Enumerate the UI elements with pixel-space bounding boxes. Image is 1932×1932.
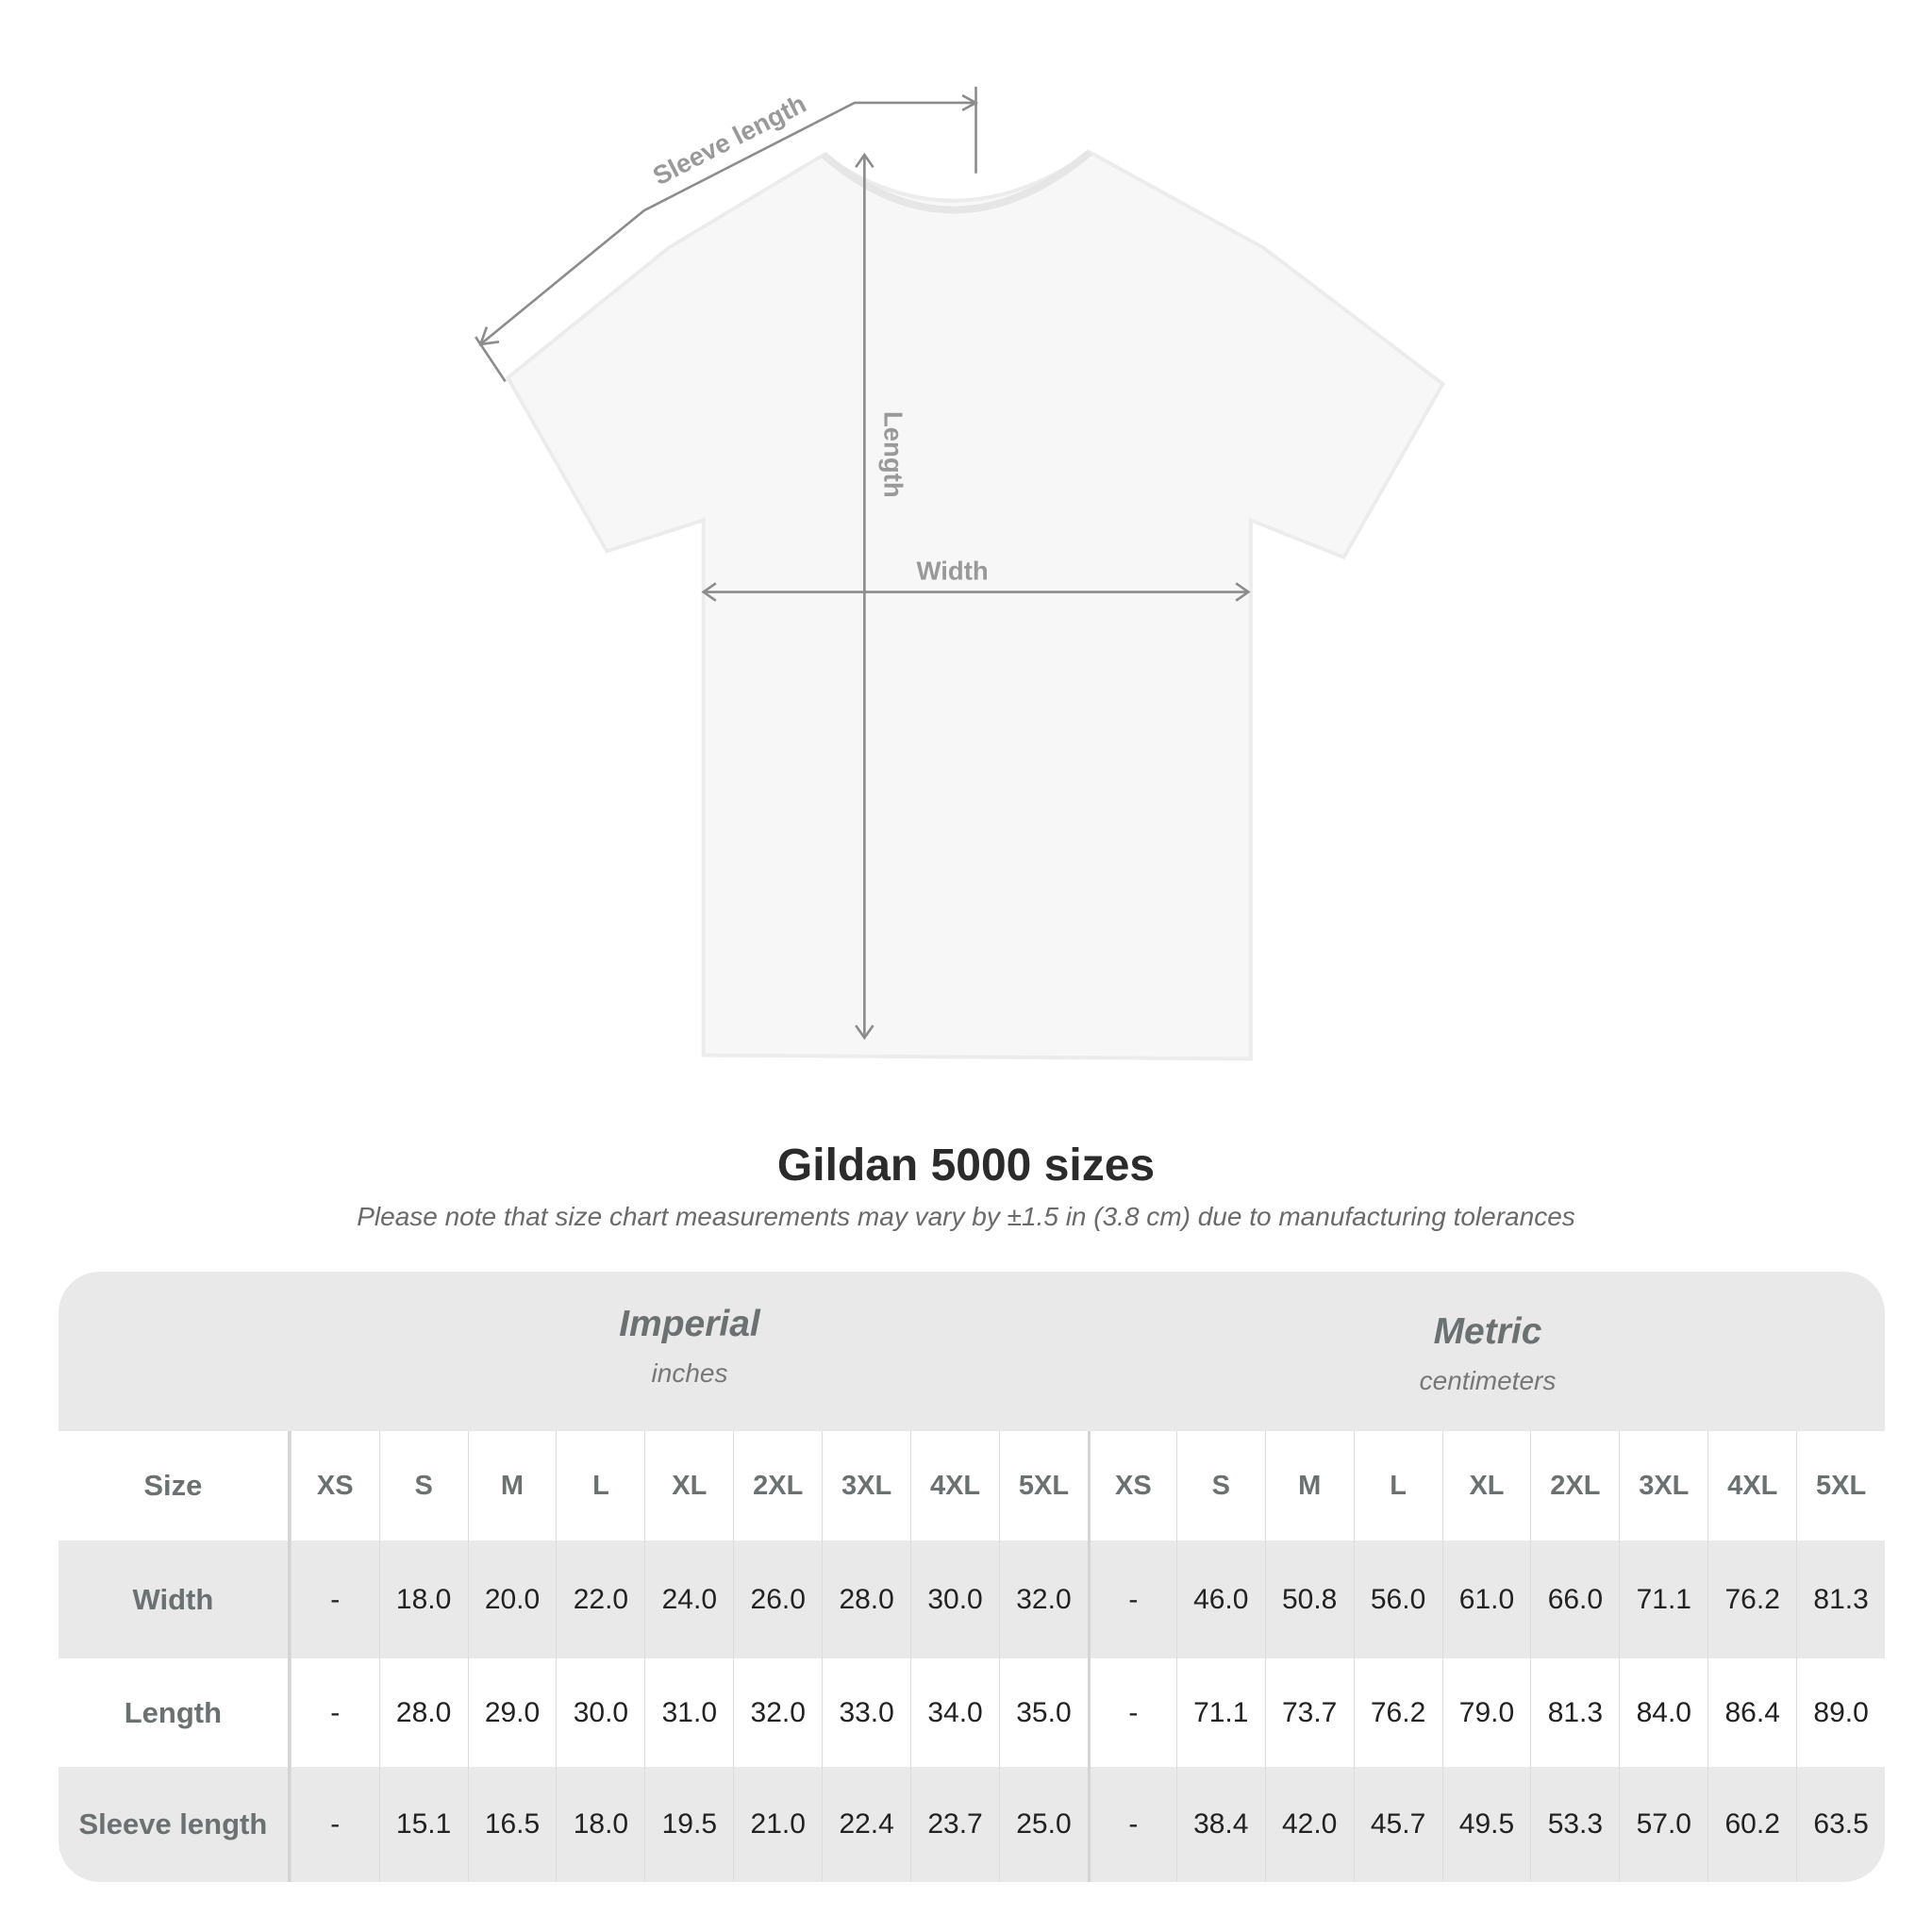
imperial-value: 21.0 <box>733 1767 822 1882</box>
metric-value: 63.5 <box>1796 1767 1885 1882</box>
imperial-value: - <box>290 1658 379 1767</box>
imperial-value: 22.4 <box>822 1767 910 1882</box>
imperial-value: 25.0 <box>999 1767 1088 1882</box>
metric-value: 73.7 <box>1264 1658 1354 1767</box>
table-row: Width -18.0 20.0 22.0 24.0 26.0 28.0 30.0 32.0-4… <box>58 1541 1885 1658</box>
imperial-value: - <box>290 1767 379 1882</box>
metric-value: 56.0 <box>1353 1541 1442 1658</box>
tshirt-illustration <box>505 150 1445 1061</box>
page-title: Gildan 5000 sizes <box>776 1141 1156 1191</box>
row-label: Width <box>58 1541 291 1658</box>
metric-value: 71.1 <box>1619 1541 1707 1658</box>
table-header-band <box>58 1272 1885 1431</box>
width-label: Width <box>916 556 988 585</box>
size-header-imperial: L <box>556 1431 644 1541</box>
imperial-value: 28.0 <box>822 1541 910 1658</box>
size-header-metric: 2XL <box>1530 1431 1619 1541</box>
metric-value: 42.0 <box>1264 1767 1354 1882</box>
length-label: Length <box>878 411 908 498</box>
metric-value: 89.0 <box>1796 1658 1885 1767</box>
imperial-value: 32.0 <box>999 1541 1088 1658</box>
size-table: Imperial inches Metric centimeters Size X… <box>58 1272 1885 1882</box>
metric-value: 38.4 <box>1175 1767 1265 1882</box>
size-header-imperial: S <box>378 1431 468 1541</box>
size-header-imperial: XL <box>644 1431 733 1541</box>
imperial-header: Imperial inches <box>291 1304 1089 1389</box>
metric-value: 60.2 <box>1707 1767 1796 1882</box>
metric-value: 81.3 <box>1530 1658 1619 1767</box>
metric-value: 66.0 <box>1530 1541 1619 1658</box>
imperial-value: 33.0 <box>822 1658 910 1767</box>
metric-header: Metric centimeters <box>1089 1311 1885 1396</box>
imperial-value: 35.0 <box>999 1658 1088 1767</box>
imperial-value: 22.0 <box>556 1541 644 1658</box>
size-header-imperial: M <box>467 1431 557 1541</box>
metric-title: Metric <box>1433 1311 1542 1352</box>
imperial-value: 16.5 <box>467 1767 557 1882</box>
metric-value: 76.2 <box>1707 1541 1796 1658</box>
table-row: Length -28.0 29.0 30.0 31.0 32.0 33.0 34.0 35.0-… <box>58 1658 1885 1767</box>
metric-value: 79.0 <box>1441 1658 1531 1767</box>
imperial-value: 15.1 <box>378 1767 468 1882</box>
size-header-metric: L <box>1353 1431 1442 1541</box>
size-header-metric: XS <box>1087 1431 1176 1541</box>
imperial-value: 23.7 <box>910 1767 999 1882</box>
metric-value: 46.0 <box>1175 1541 1265 1658</box>
metric-value: 57.0 <box>1619 1767 1707 1882</box>
imperial-unit: inches <box>651 1358 728 1388</box>
imperial-value: - <box>290 1541 379 1658</box>
table-header-row: Size XS S M L XL 2XL 3XL 4XL 5XL XS S M L XL 2XL 3XL 4XL 5… <box>58 1431 1885 1541</box>
row-label: Sleeve length <box>58 1767 291 1882</box>
imperial-value: 31.0 <box>644 1658 733 1767</box>
row-label: Length <box>58 1658 291 1767</box>
imperial-value: 18.0 <box>378 1541 468 1658</box>
metric-value: - <box>1087 1767 1176 1882</box>
metric-unit: centimeters <box>1419 1366 1557 1395</box>
size-header-imperial: 3XL <box>822 1431 910 1541</box>
tolerance-note: Please note that size chart measurements… <box>357 1202 1575 1231</box>
imperial-value: 18.0 <box>556 1767 644 1882</box>
size-header-imperial: XS <box>290 1431 379 1541</box>
imperial-value: 30.0 <box>910 1541 999 1658</box>
collar <box>821 149 1092 214</box>
imperial-value: 26.0 <box>733 1541 822 1658</box>
size-header-metric: M <box>1264 1431 1354 1541</box>
metric-value: 86.4 <box>1707 1658 1796 1767</box>
metric-value: 53.3 <box>1530 1767 1619 1882</box>
imperial-value: 34.0 <box>910 1658 999 1767</box>
size-header-metric: S <box>1175 1431 1265 1541</box>
imperial-value: 28.0 <box>378 1658 468 1767</box>
imperial-value: 19.5 <box>644 1767 733 1882</box>
metric-value: 71.1 <box>1175 1658 1265 1767</box>
metric-value: - <box>1087 1541 1176 1658</box>
tshirt-diagram: Sleeve length Length Width <box>475 86 1445 1061</box>
size-header-metric: 4XL <box>1707 1431 1796 1541</box>
metric-value: 50.8 <box>1264 1541 1354 1658</box>
metric-value: 84.0 <box>1619 1658 1707 1767</box>
metric-value: 81.3 <box>1796 1541 1885 1658</box>
table-row: Sleeve length -15.1 16.5 18.0 19.5 21.0 22.4 23… <box>58 1767 1885 1882</box>
imperial-value: 20.0 <box>467 1541 557 1658</box>
metric-value: 45.7 <box>1353 1767 1442 1882</box>
metric-value: 76.2 <box>1353 1658 1442 1767</box>
metric-value: - <box>1087 1658 1176 1767</box>
size-header-metric: 5XL <box>1796 1431 1885 1541</box>
metric-value: 61.0 <box>1441 1541 1531 1658</box>
size-header-metric: 3XL <box>1619 1431 1707 1541</box>
imperial-value: 32.0 <box>733 1658 822 1767</box>
size-header-metric: XL <box>1441 1431 1531 1541</box>
sleeve-length-arrow <box>479 101 976 345</box>
imperial-value: 30.0 <box>556 1658 644 1767</box>
size-header-imperial: 4XL <box>910 1431 999 1541</box>
size-header-imperial: 2XL <box>733 1431 822 1541</box>
metric-value: 49.5 <box>1441 1767 1531 1882</box>
size-label: Size <box>58 1431 291 1541</box>
size-header-imperial: 5XL <box>999 1431 1088 1541</box>
imperial-title: Imperial <box>619 1304 760 1344</box>
imperial-value: 24.0 <box>644 1541 733 1658</box>
imperial-value: 29.0 <box>467 1658 557 1767</box>
